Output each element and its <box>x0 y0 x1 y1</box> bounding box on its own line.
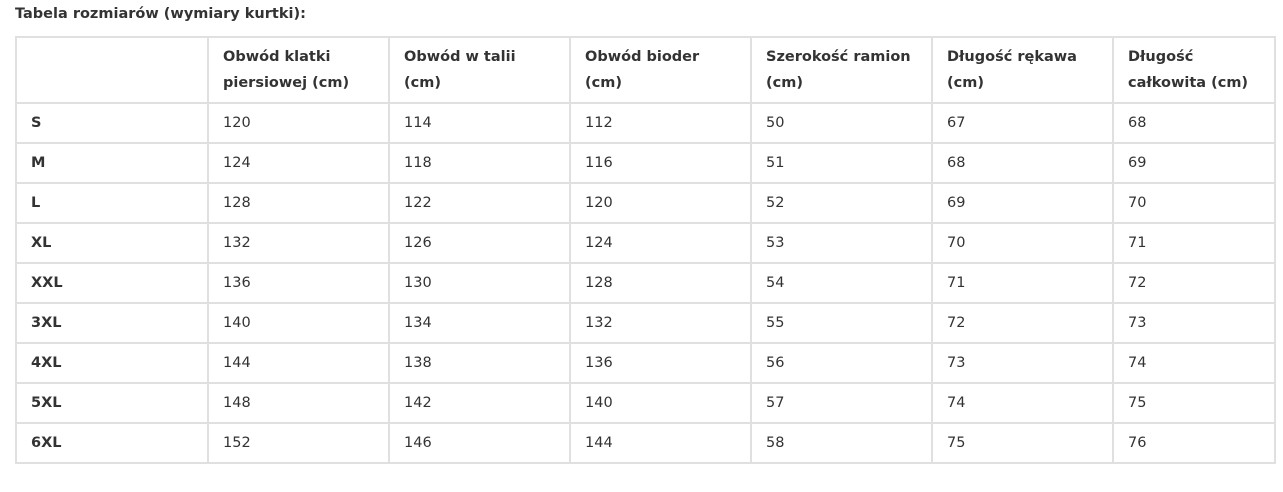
table-row: 3XL 140 134 132 55 72 73 <box>15 302 1276 344</box>
measurement-cell: 132 <box>207 222 390 264</box>
column-header: Długość całkowita (cm) <box>1112 36 1276 104</box>
measurement-cell: 69 <box>1112 142 1276 184</box>
measurement-cell: 124 <box>569 222 752 264</box>
column-header: Długość rękawa (cm) <box>931 36 1114 104</box>
measurement-cell: 140 <box>207 302 390 344</box>
measurement-cell: 124 <box>207 142 390 184</box>
measurement-cell: 120 <box>569 182 752 224</box>
table-row: XXL 136 130 128 54 71 72 <box>15 262 1276 304</box>
measurement-cell: 51 <box>750 142 933 184</box>
measurement-cell: 75 <box>1112 382 1276 424</box>
measurement-cell: 50 <box>750 102 933 144</box>
measurement-cell: 134 <box>388 302 571 344</box>
measurement-cell: 74 <box>931 382 1114 424</box>
size-label: 3XL <box>15 302 209 344</box>
column-header: Obwód klatki piersiowej (cm) <box>207 36 390 104</box>
measurement-cell: 152 <box>207 422 390 464</box>
size-table: Obwód klatki piersiowej (cm) Obwód w tali… <box>15 36 1276 464</box>
size-label: 6XL <box>15 422 209 464</box>
measurement-cell: 126 <box>388 222 571 264</box>
measurement-cell: 75 <box>931 422 1114 464</box>
size-label: L <box>15 182 209 224</box>
measurement-cell: 58 <box>750 422 933 464</box>
measurement-cell: 144 <box>569 422 752 464</box>
measurement-cell: 70 <box>1112 182 1276 224</box>
measurement-cell: 71 <box>931 262 1114 304</box>
measurement-cell: 69 <box>931 182 1114 224</box>
measurement-cell: 136 <box>569 342 752 384</box>
measurement-cell: 68 <box>1112 102 1276 144</box>
measurement-cell: 70 <box>931 222 1114 264</box>
size-label: 5XL <box>15 382 209 424</box>
measurement-cell: 120 <box>207 102 390 144</box>
table-row: M 124 118 116 51 68 69 <box>15 142 1276 184</box>
measurement-cell: 74 <box>1112 342 1276 384</box>
size-label: XXL <box>15 262 209 304</box>
measurement-cell: 142 <box>388 382 571 424</box>
measurement-cell: 136 <box>207 262 390 304</box>
measurement-cell: 53 <box>750 222 933 264</box>
measurement-cell: 67 <box>931 102 1114 144</box>
measurement-cell: 128 <box>207 182 390 224</box>
measurement-cell: 114 <box>388 102 571 144</box>
size-label: M <box>15 142 209 184</box>
measurement-cell: 57 <box>750 382 933 424</box>
measurement-cell: 148 <box>207 382 390 424</box>
size-chart-title: Tabela rozmiarów (wymiary kurtki): <box>15 6 306 22</box>
size-label: 4XL <box>15 342 209 384</box>
measurement-cell: 138 <box>388 342 571 384</box>
measurement-cell: 56 <box>750 342 933 384</box>
measurement-cell: 146 <box>388 422 571 464</box>
table-row: S 120 114 112 50 67 68 <box>15 102 1276 144</box>
measurement-cell: 72 <box>1112 262 1276 304</box>
measurement-cell: 68 <box>931 142 1114 184</box>
measurement-cell: 122 <box>388 182 571 224</box>
measurement-cell: 73 <box>931 342 1114 384</box>
measurement-cell: 76 <box>1112 422 1276 464</box>
measurement-cell: 71 <box>1112 222 1276 264</box>
size-label: XL <box>15 222 209 264</box>
size-label: S <box>15 102 209 144</box>
table-row: 6XL 152 146 144 58 75 76 <box>15 422 1276 464</box>
table-row: L 128 122 120 52 69 70 <box>15 182 1276 224</box>
measurement-cell: 116 <box>569 142 752 184</box>
measurement-cell: 132 <box>569 302 752 344</box>
column-header: Szerokość ramion (cm) <box>750 36 933 104</box>
measurement-cell: 55 <box>750 302 933 344</box>
measurement-cell: 118 <box>388 142 571 184</box>
column-header <box>15 36 209 104</box>
measurement-cell: 128 <box>569 262 752 304</box>
measurement-cell: 140 <box>569 382 752 424</box>
measurement-cell: 112 <box>569 102 752 144</box>
table-row: 5XL 148 142 140 57 74 75 <box>15 382 1276 424</box>
measurement-cell: 144 <box>207 342 390 384</box>
measurement-cell: 130 <box>388 262 571 304</box>
header-row: Obwód klatki piersiowej (cm) Obwód w tali… <box>15 36 1276 104</box>
measurement-cell: 73 <box>1112 302 1276 344</box>
measurement-cell: 54 <box>750 262 933 304</box>
measurement-cell: 72 <box>931 302 1114 344</box>
table-row: 4XL 144 138 136 56 73 74 <box>15 342 1276 384</box>
column-header: Obwód bioder (cm) <box>569 36 752 104</box>
column-header: Obwód w talii (cm) <box>388 36 571 104</box>
measurement-cell: 52 <box>750 182 933 224</box>
table-row: XL 132 126 124 53 70 71 <box>15 222 1276 264</box>
